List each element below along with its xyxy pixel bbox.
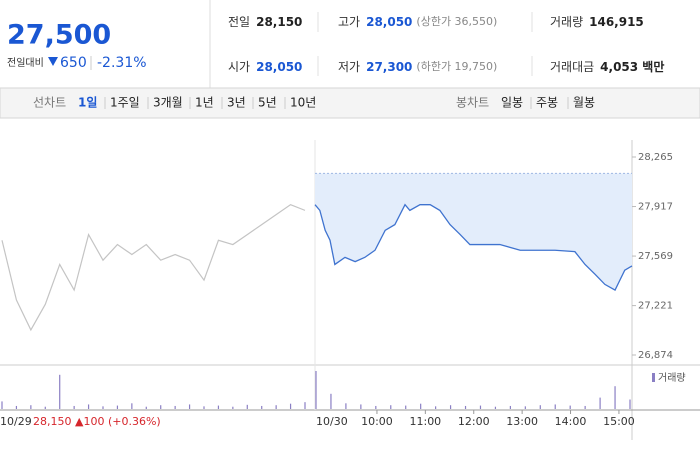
tab[interactable]: 주봉 (536, 96, 558, 110)
stat: 시가 28,050 (228, 60, 302, 74)
tab[interactable]: 3년 (227, 96, 246, 110)
stat: 거래대금 4,053 백만 (550, 59, 664, 74)
down-icon (48, 57, 58, 66)
stat-label: 시가 (228, 60, 250, 74)
stat-label: 전일 (228, 15, 250, 29)
stat-value: 27,300 (366, 60, 412, 74)
stat-label: 거래량 (550, 15, 583, 29)
stat-value: 28,150 (256, 15, 302, 29)
change-pct: -2.31% (97, 55, 147, 71)
x-tick-label: 13:00 (506, 415, 538, 428)
tab-group-label: 봉차트 (456, 96, 489, 110)
x-tick-label: 10:00 (361, 415, 393, 428)
y-tick-label: 27,569 (638, 251, 673, 262)
chart: 28,265 27,917 27,569 27,221 26,874 10:00 11:00… (0, 140, 700, 440)
y-tick-label: 28,265 (638, 152, 673, 163)
change: 650 (60, 55, 87, 71)
y-tick-label: 26,874 (638, 350, 673, 361)
tab[interactable]: 1일 (78, 96, 97, 110)
tab-bar (0, 87, 700, 119)
prev-day-line (1, 204, 306, 332)
stat: 전일 28,150 (228, 15, 302, 29)
prev-close-info: 28,150 ▲100 (+0.36%) (33, 415, 161, 428)
tab[interactable]: 일봉 (501, 96, 523, 110)
area-fill (315, 173, 632, 291)
price: 27,500 (7, 20, 111, 51)
tab[interactable]: 1년 (195, 96, 214, 110)
today-line (314, 203, 633, 291)
day-label: 10/30 (316, 415, 348, 428)
stat-note: (상한가 36,550) (416, 15, 497, 28)
stat-value: 28,050 (366, 15, 412, 29)
stat-label: 저가 (338, 60, 360, 74)
x-tick-label: 15:00 (603, 415, 635, 428)
change-label: 전일대비 (7, 57, 44, 69)
volume-label: 거래량 (658, 372, 686, 384)
tab-group-label: 선차트 (33, 96, 66, 110)
legend-swatch (652, 373, 655, 382)
stat: 고가 28,050 (상한가 36,550) (338, 15, 497, 29)
tab[interactable]: 5년 (258, 96, 277, 110)
day-label: 10/29 (0, 415, 32, 428)
stat-value: 146,915 (589, 15, 644, 29)
tab[interactable]: 10년 (290, 96, 316, 110)
x-tick-label: 11:00 (409, 415, 441, 428)
stat-value: 4,053 백만 (600, 59, 664, 74)
y-tick-label: 27,917 (638, 202, 673, 213)
stat: 저가 27,300 (하한가 19,750) (338, 59, 497, 74)
y-tick-label: 27,221 (638, 301, 673, 312)
stat-label: 고가 (338, 15, 360, 29)
stat-value: 28,050 (256, 60, 302, 74)
x-tick-label: 14:00 (555, 415, 587, 428)
stat-note: (하한가 19,750) (416, 59, 497, 73)
tab[interactable]: 3개월 (153, 96, 183, 110)
tab[interactable]: 월봉 (573, 96, 595, 110)
x-tick-label: 12:00 (458, 415, 490, 428)
stat: 거래량 146,915 (550, 15, 644, 29)
stat-label: 거래대금 (550, 60, 594, 74)
tab[interactable]: 1주일 (110, 96, 140, 110)
